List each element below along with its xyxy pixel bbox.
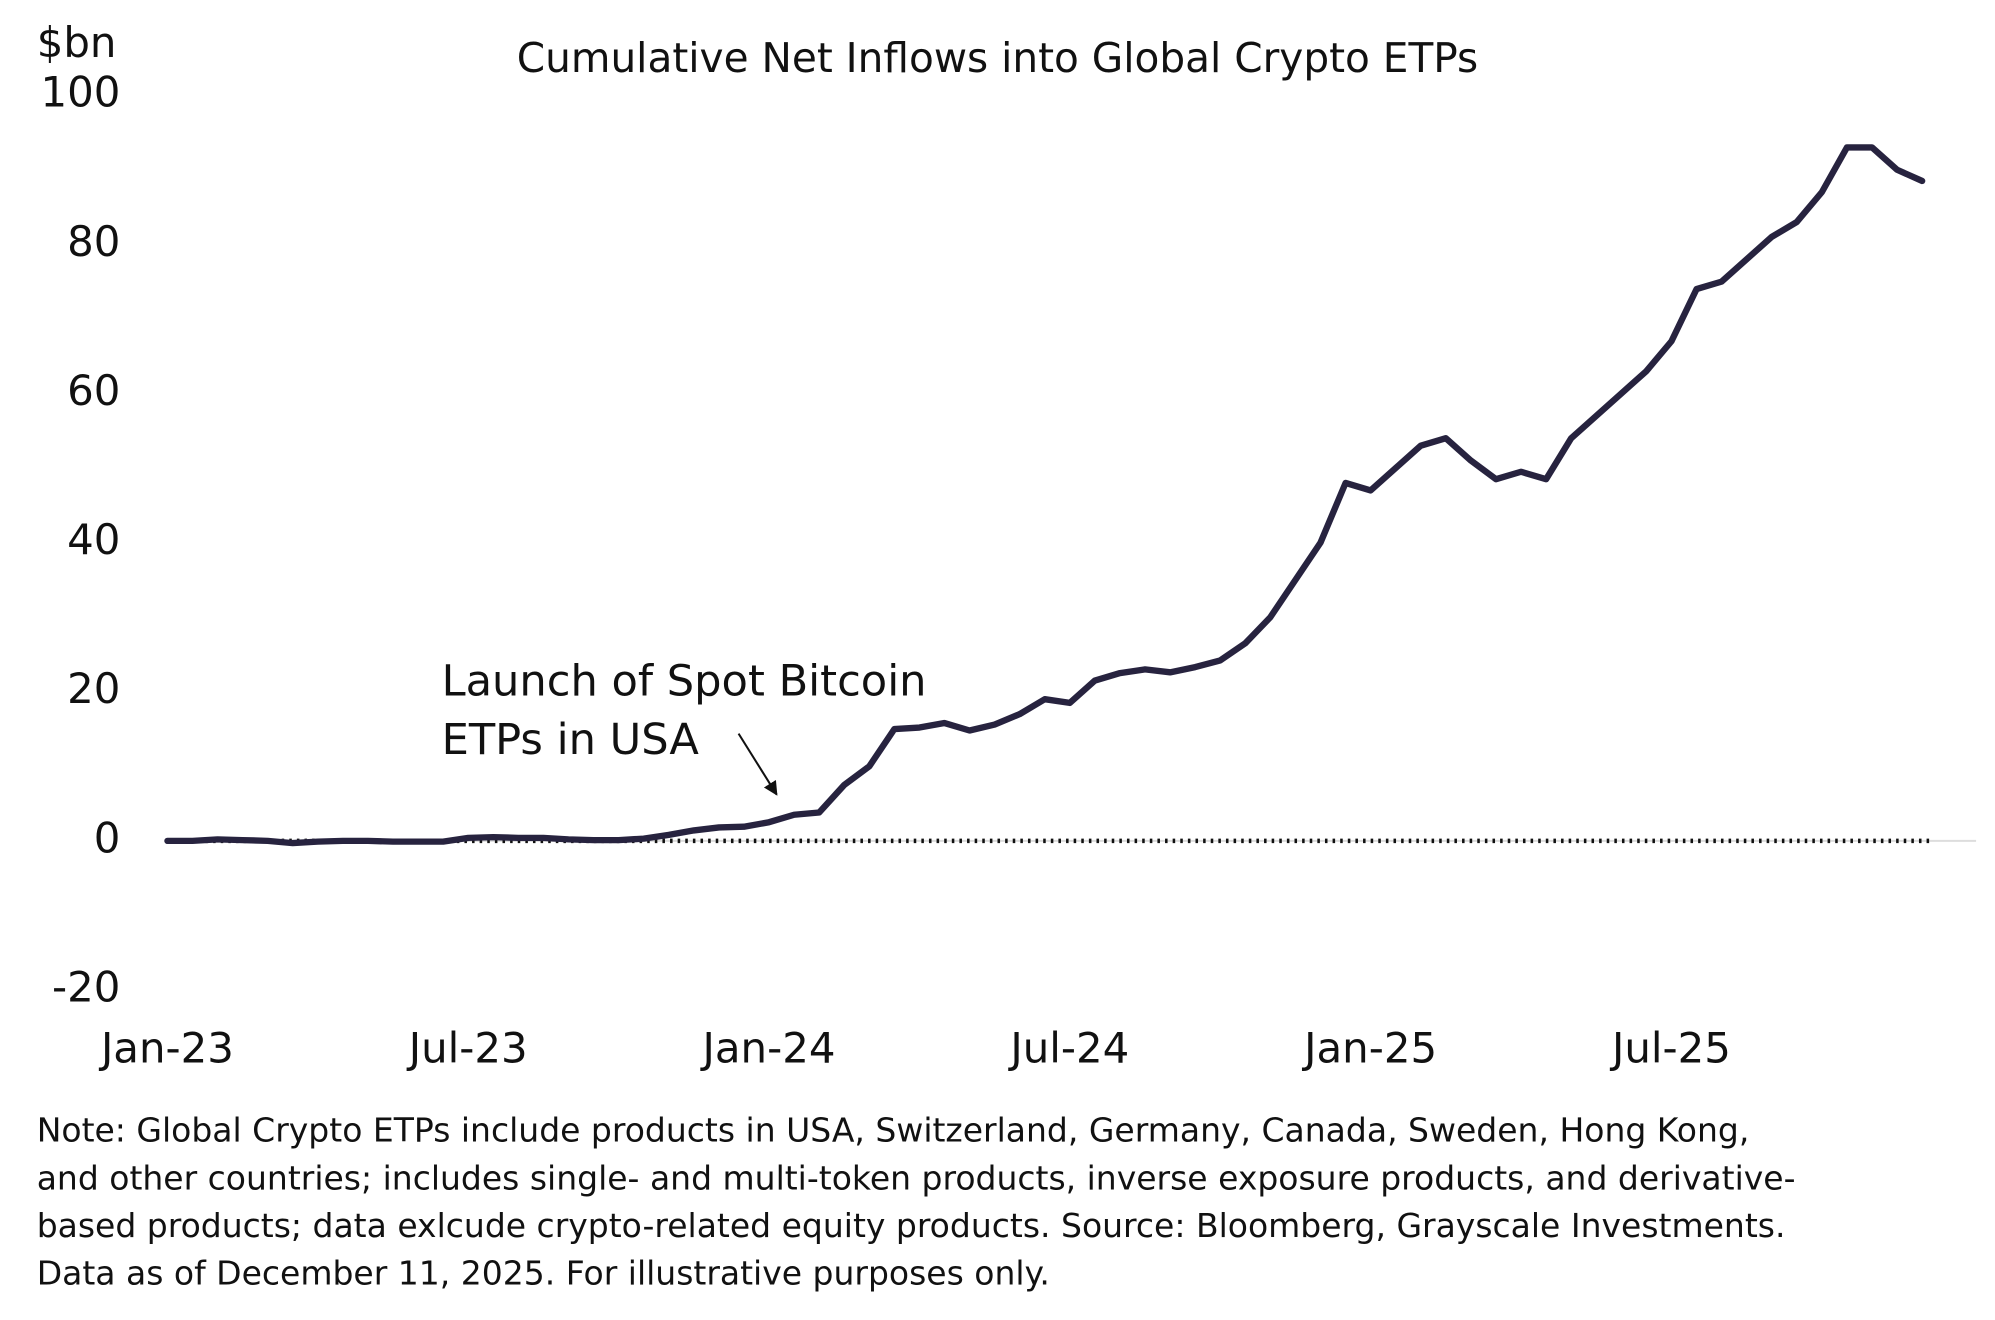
note-line: and other countries; includes single- an… — [37, 1158, 1796, 1197]
data-line — [164, 144, 1926, 847]
annotation: Launch of Spot Bitcoin — [442, 657, 927, 707]
y-axis-label: $bn — [37, 18, 117, 67]
x-tick-label: Jul-25 — [1609, 1023, 1731, 1072]
x-tick-label: Jul-24 — [1007, 1023, 1129, 1072]
x-tick-label: Jan-25 — [1301, 1023, 1437, 1072]
y-tick-label: 0 — [94, 813, 121, 862]
y-tick-label: 20 — [67, 664, 120, 713]
note-line: Note: Global Crypto ETPs include product… — [37, 1111, 1750, 1150]
y-tick-label: 80 — [67, 217, 120, 266]
y-tick-label: -20 — [52, 963, 120, 1012]
note-line: Data as of December 11, 2025. For illust… — [37, 1253, 1050, 1292]
y-tick-label: 60 — [67, 366, 120, 415]
note-line: based products; data exlcude crypto-rela… — [37, 1206, 1786, 1245]
y-tick-label: 100 — [41, 68, 121, 117]
annotation: ETPs in USA — [442, 715, 700, 765]
y-tick-label: 40 — [67, 515, 120, 564]
x-tick-label: Jan-23 — [98, 1023, 234, 1072]
chart-title: Cumulative Net Inflows into Global Crypt… — [517, 34, 1478, 82]
x-tick-label: Jul-23 — [406, 1023, 528, 1072]
annotation-arrow — [737, 733, 778, 796]
x-tick-label: Jan-24 — [700, 1023, 836, 1072]
